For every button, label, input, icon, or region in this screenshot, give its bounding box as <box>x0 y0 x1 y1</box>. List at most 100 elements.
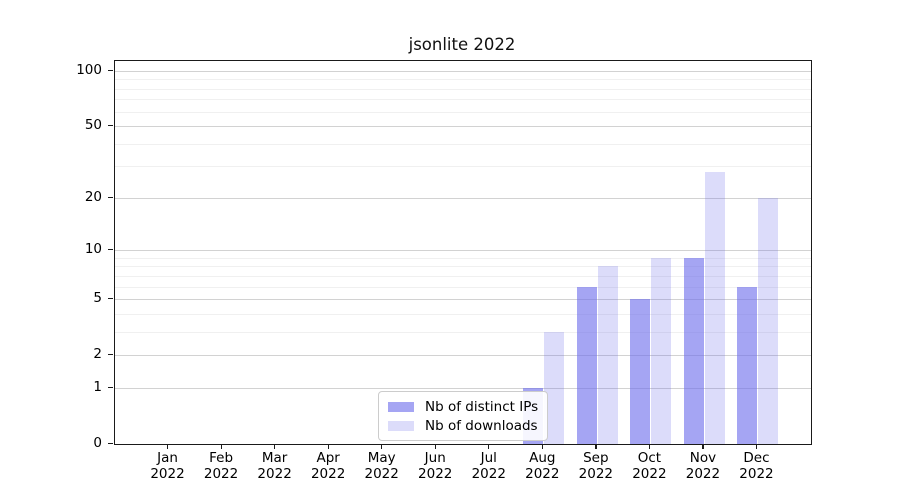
y-axis: 0 1 2 5 10 20 50 100 <box>0 60 114 451</box>
bar-downloads <box>704 171 725 444</box>
legend-item-distinct-ips: Nb of distinct IPs <box>388 397 538 416</box>
bar-distinct-ips <box>630 299 651 444</box>
y-tick-label: 10 <box>84 241 102 258</box>
x-tick-year: 2022 <box>418 465 453 482</box>
x-tick-year: 2022 <box>257 465 292 482</box>
y-tick-mark-icon <box>108 386 113 389</box>
gridline-minor <box>115 166 811 168</box>
x-tick-label: Jan 2022 <box>126 450 210 482</box>
bar-distinct-ips <box>576 286 597 444</box>
y-tick-label: 100 <box>76 62 102 78</box>
plot-area: Nb of distinct IPs Nb of downloads <box>114 60 812 445</box>
x-tick-mark-icon <box>434 444 436 449</box>
x-tick-mark-icon <box>327 444 329 449</box>
y-tick-label: 0 <box>93 435 102 451</box>
bar-downloads <box>597 266 618 444</box>
x-tick-label: Mar 2022 <box>233 450 317 482</box>
y-tick-mark-icon <box>108 443 113 445</box>
legend-item-downloads: Nb of downloads <box>388 416 538 435</box>
x-tick-mark-icon <box>755 444 758 449</box>
x-tick-label: Nov 2022 <box>661 450 745 482</box>
x-tick-year: 2022 <box>739 465 774 482</box>
gridline-minor <box>115 275 811 277</box>
x-tick-year: 2022 <box>685 465 721 482</box>
gridline-minor <box>115 99 811 101</box>
x-tick-label: Jun 2022 <box>393 450 477 482</box>
gridline-minor <box>115 313 811 315</box>
x-tick-year: 2022 <box>525 465 560 482</box>
legend-label-downloads: Nb of downloads <box>425 417 538 434</box>
x-tick-mark-icon <box>702 444 704 449</box>
x-tick-label: May 2022 <box>340 450 424 482</box>
y-tick-mark-icon <box>108 70 113 72</box>
x-tick-label: Oct 2022 <box>607 450 691 482</box>
y-tick-mark-icon <box>108 196 113 199</box>
x-tick-month: Apr <box>316 450 340 466</box>
legend-swatch-distinct-ips-icon <box>388 401 414 412</box>
x-tick-year: 2022 <box>203 465 239 482</box>
x-tick-year: 2022 <box>471 465 506 482</box>
bar-distinct-ips <box>737 286 758 444</box>
x-tick-mark-icon <box>167 444 169 449</box>
y-tick-label: 5 <box>93 290 102 307</box>
gridline-minor <box>115 88 811 90</box>
x-tick-year: 2022 <box>632 465 667 482</box>
x-tick-year: 2022 <box>578 465 614 482</box>
x-tick-year: 2022 <box>364 465 399 482</box>
x-tick-label: Dec 2022 <box>714 450 798 482</box>
chart-title: jsonlite 2022 <box>408 35 516 54</box>
y-tick-mark-icon <box>108 249 113 251</box>
y-tick-mark-icon <box>108 298 113 300</box>
legend: Nb of distinct IPs Nb of downloads <box>378 391 549 441</box>
gridline-major <box>115 71 811 72</box>
legend-swatch-downloads-icon <box>388 420 414 431</box>
x-tick-label: Aug 2022 <box>500 450 584 482</box>
x-tick-month: Mar <box>261 450 288 466</box>
x-tick-mark-icon <box>488 444 490 449</box>
x-tick-label: Apr 2022 <box>286 450 370 482</box>
x-tick-mark-icon <box>595 444 597 449</box>
bar-downloads <box>651 257 672 444</box>
gridline-major <box>115 355 811 357</box>
legend-label-distinct-ips: Nb of distinct IPs <box>425 398 539 415</box>
y-tick-mark-icon <box>108 125 113 127</box>
x-tick-month: Jun <box>424 450 446 466</box>
x-tick-month: Nov <box>689 450 717 466</box>
gridline-minor <box>115 286 811 288</box>
gridline-minor <box>115 143 811 145</box>
x-tick-label: Sep 2022 <box>554 450 638 482</box>
y-tick-label: 50 <box>84 117 102 134</box>
x-tick-month: Feb <box>209 450 234 466</box>
x-tick-year: 2022 <box>150 465 185 482</box>
y-tick-mark-icon <box>108 354 113 356</box>
gridline-major <box>115 387 811 389</box>
gridline-major <box>115 197 811 199</box>
bar-distinct-ips <box>683 257 704 444</box>
gridline-minor <box>115 257 811 259</box>
gridline-major <box>115 250 811 252</box>
y-tick-label: 2 <box>93 346 102 363</box>
x-tick-month: May <box>367 450 396 466</box>
x-tick-month: Dec <box>743 450 770 466</box>
x-axis: Jan 2022 Feb 2022 Mar 2022 Apr 2022 May 2022 Jun 20… <box>114 443 810 493</box>
gridline-minor <box>115 111 811 113</box>
x-tick-month: Sep <box>583 450 609 466</box>
y-tick-label: 20 <box>84 188 102 205</box>
gridline-minor <box>115 331 811 333</box>
bar-downloads <box>758 197 779 444</box>
x-tick-mark-icon <box>541 444 543 449</box>
gridline-major <box>115 126 811 128</box>
x-tick-mark-icon <box>648 444 651 449</box>
x-tick-label: Feb 2022 <box>179 450 263 482</box>
x-tick-mark-icon <box>381 444 383 449</box>
x-tick-month: Oct <box>637 450 662 466</box>
x-tick-month: Aug <box>529 450 556 466</box>
x-tick-month: Jul <box>480 450 497 466</box>
x-tick-year: 2022 <box>310 465 346 482</box>
x-tick-mark-icon <box>274 444 276 449</box>
gridline-minor <box>115 266 811 268</box>
gridline-minor <box>115 79 811 81</box>
x-tick-mark-icon <box>220 444 222 449</box>
y-tick-label: 1 <box>93 378 102 395</box>
